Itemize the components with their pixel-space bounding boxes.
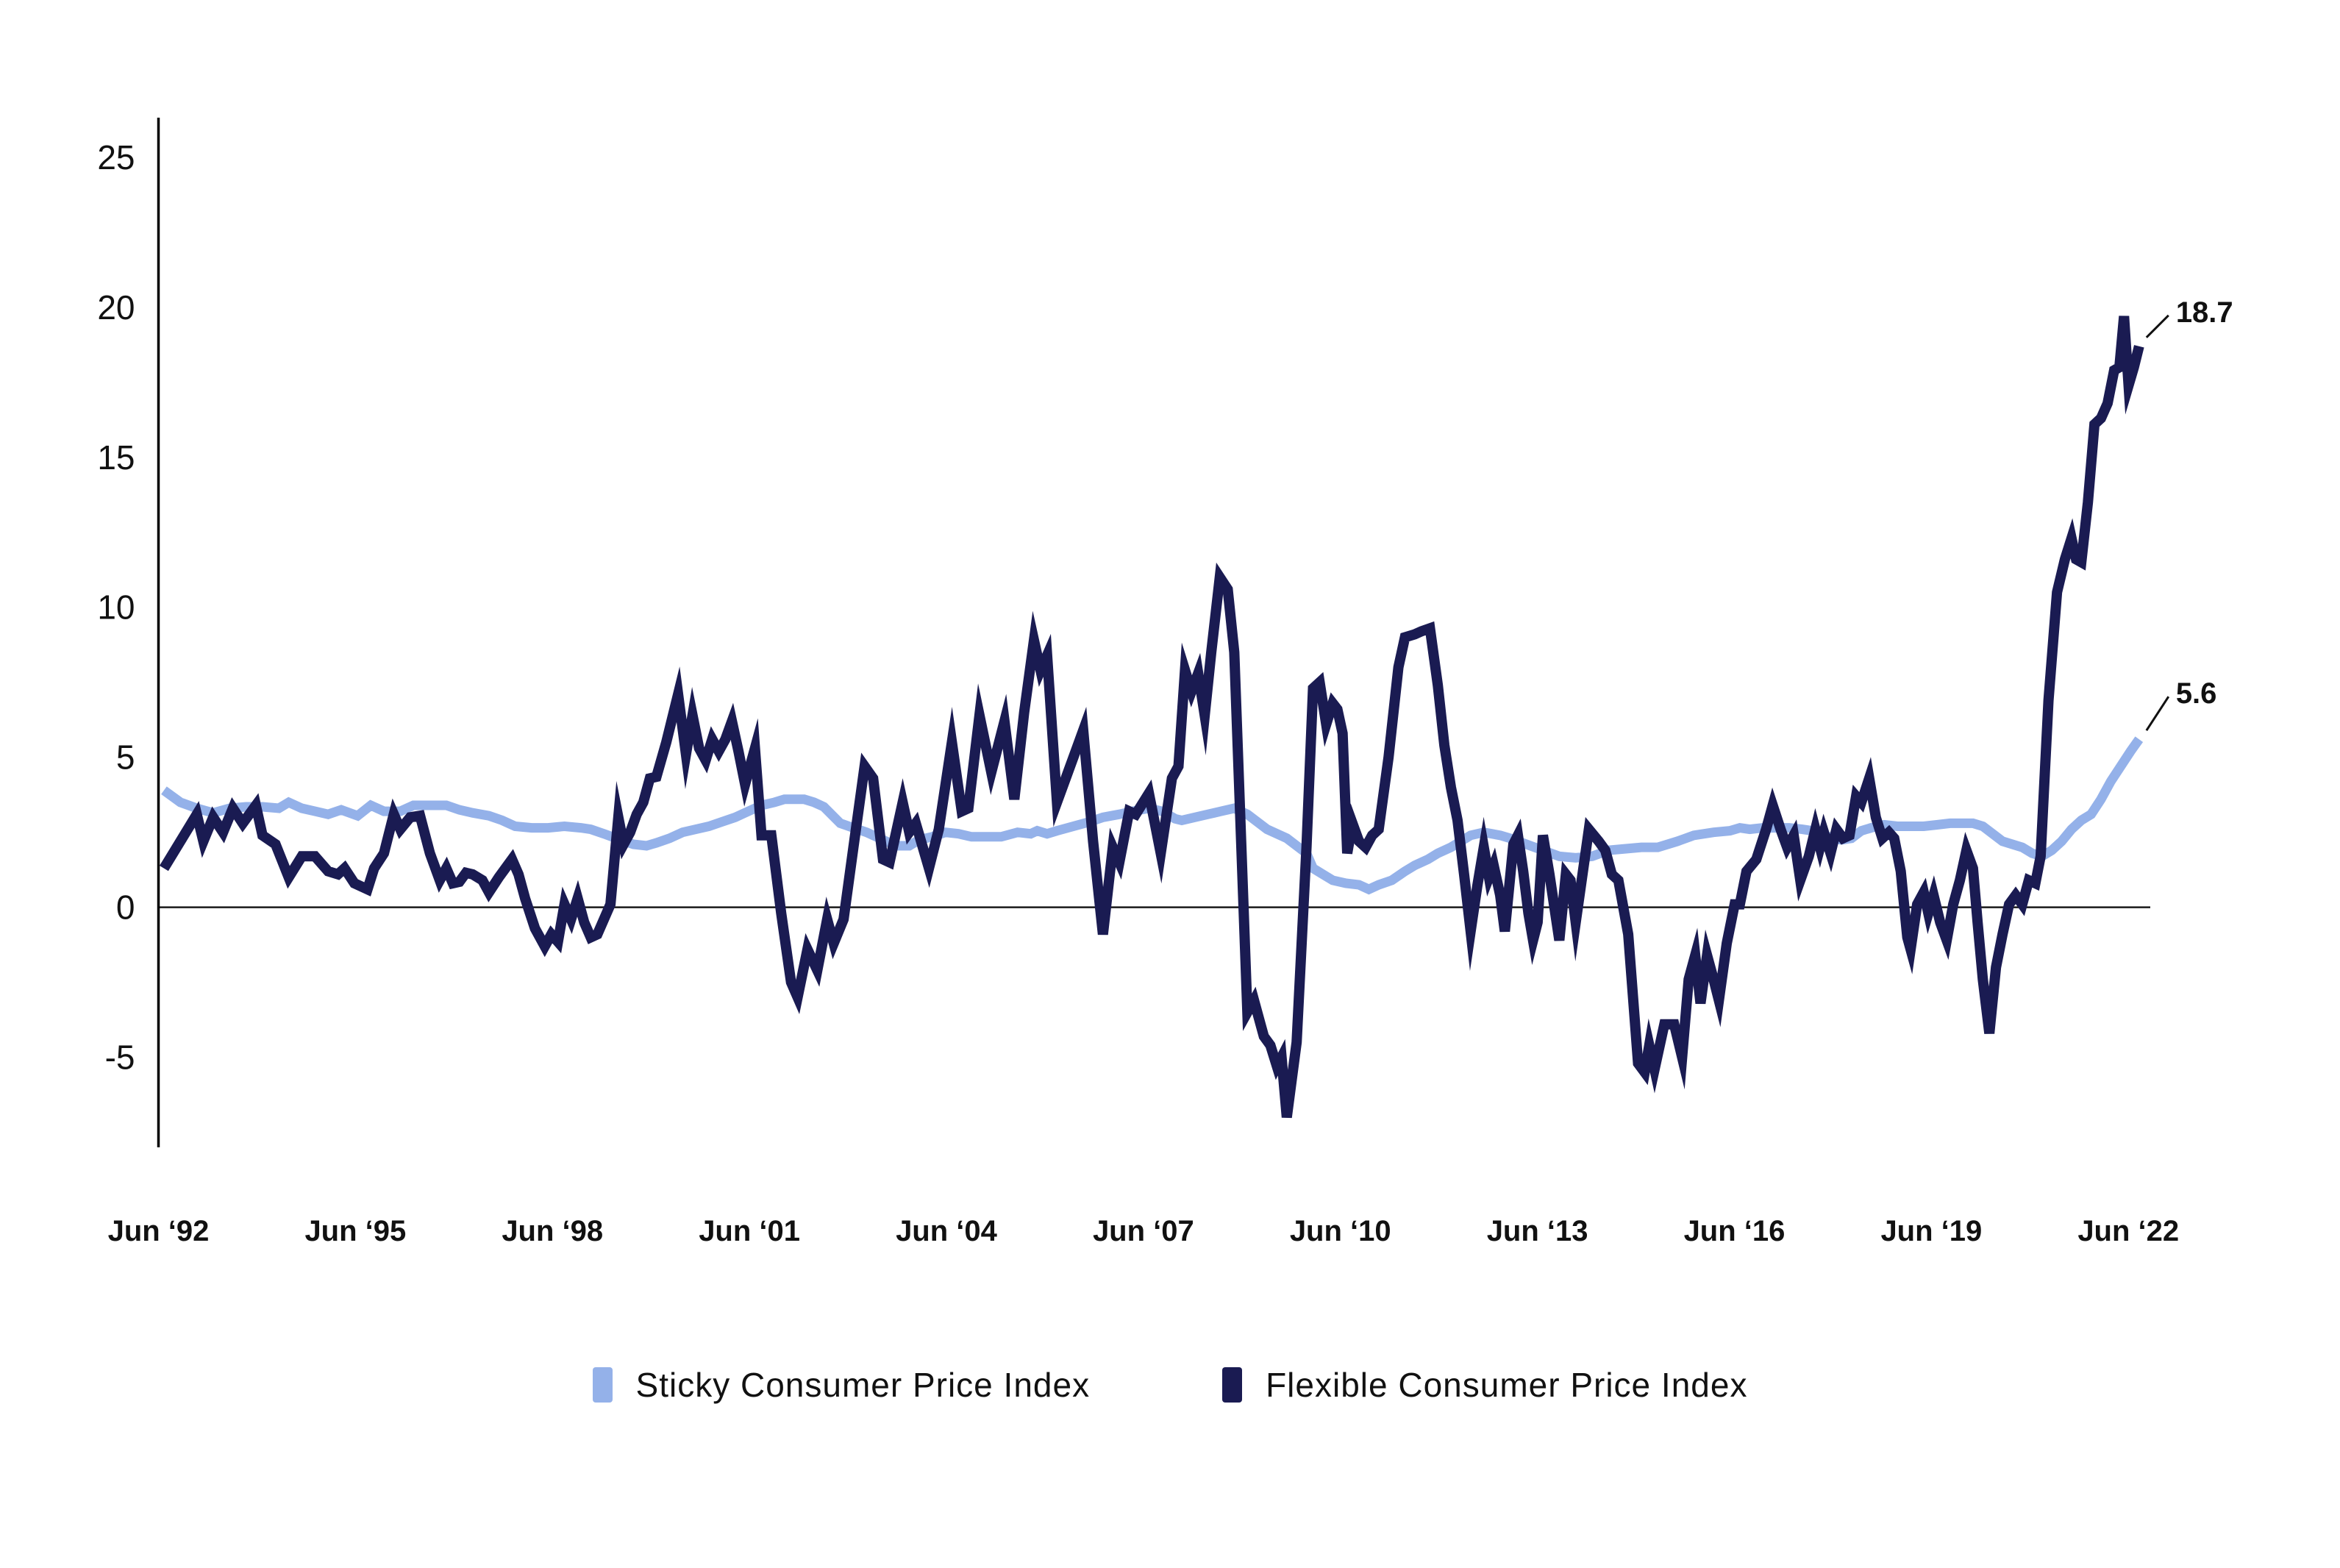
y-tick-label: 25	[97, 138, 135, 177]
y-tick-label: 0	[116, 888, 135, 927]
x-tick-label: Jun ‘19	[1880, 1215, 1982, 1247]
flexible-cpi-line	[159, 316, 2144, 1119]
x-tick-label: Jun ‘07	[1093, 1215, 1194, 1247]
x-tick-label: Jun ‘13	[1487, 1215, 1588, 1247]
x-tick-label: Jun ‘22	[2077, 1215, 2179, 1247]
x-tick-label: Jun ‘95	[304, 1215, 406, 1247]
y-tick-label: 20	[97, 288, 135, 327]
y-tick-label: -5	[105, 1038, 135, 1077]
y-tick-label: 5	[116, 738, 135, 777]
sticky-end-value-label: 5.6	[2176, 677, 2217, 710]
sticky-series-swatch-icon	[592, 1367, 613, 1403]
x-tick-label: Jun ‘04	[896, 1215, 998, 1247]
sticky-end-leader-line	[2145, 696, 2170, 732]
legend-label-flexible: Flexible Consumer Price Index	[1266, 1366, 1748, 1404]
flexible-end-leader-line	[2145, 314, 2169, 338]
legend-item-sticky: Sticky Consumer Price Index	[592, 1365, 1091, 1405]
x-tick-label: Jun ‘98	[502, 1215, 603, 1247]
flexible-series-swatch-icon	[1222, 1367, 1243, 1403]
x-tick-label: Jun ‘16	[1684, 1215, 1786, 1247]
x-tick-label: Jun ‘01	[699, 1215, 800, 1247]
legend-item-flexible: Flexible Consumer Price Index	[1222, 1365, 1747, 1405]
legend-label-sticky: Sticky Consumer Price Index	[635, 1366, 1091, 1404]
x-tick-label: Jun ‘10	[1290, 1215, 1391, 1247]
x-tick-label: Jun ‘92	[108, 1215, 210, 1247]
flexible-end-value-label: 18.7	[2176, 296, 2233, 329]
y-tick-label: 15	[97, 438, 135, 477]
chart-legend: Sticky Consumer Price Index Flexible Con…	[0, 1365, 2340, 1405]
sticky-cpi-line	[161, 736, 2144, 895]
y-tick-label: 10	[97, 588, 135, 627]
